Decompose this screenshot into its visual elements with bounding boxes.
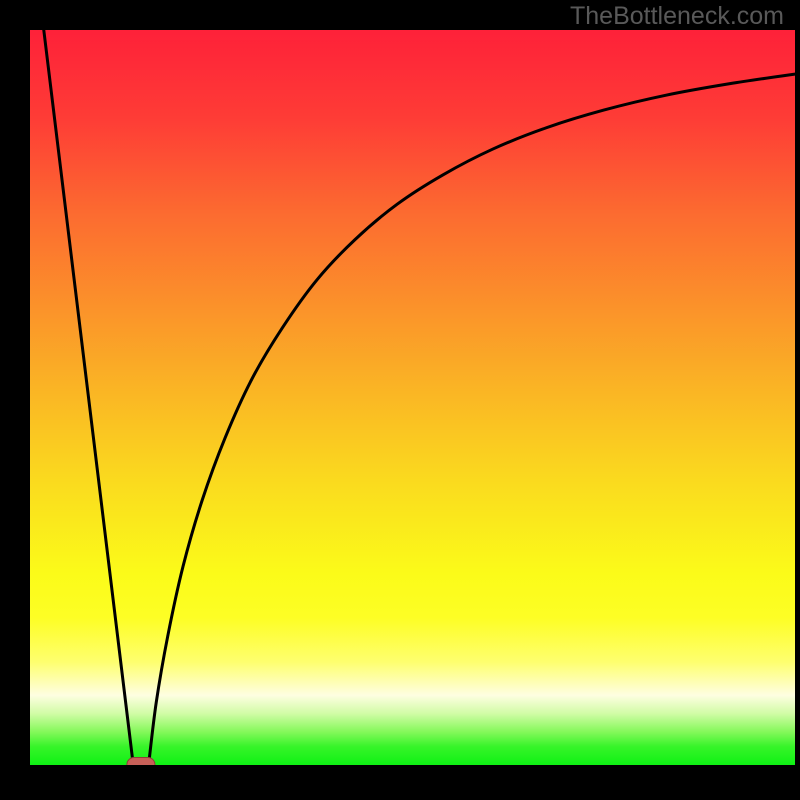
watermark-text: TheBottleneck.com: [570, 2, 784, 31]
background-gradient: [30, 30, 795, 765]
chart-container: TheBottleneck.com: [0, 0, 800, 800]
plot-area: [30, 30, 795, 765]
